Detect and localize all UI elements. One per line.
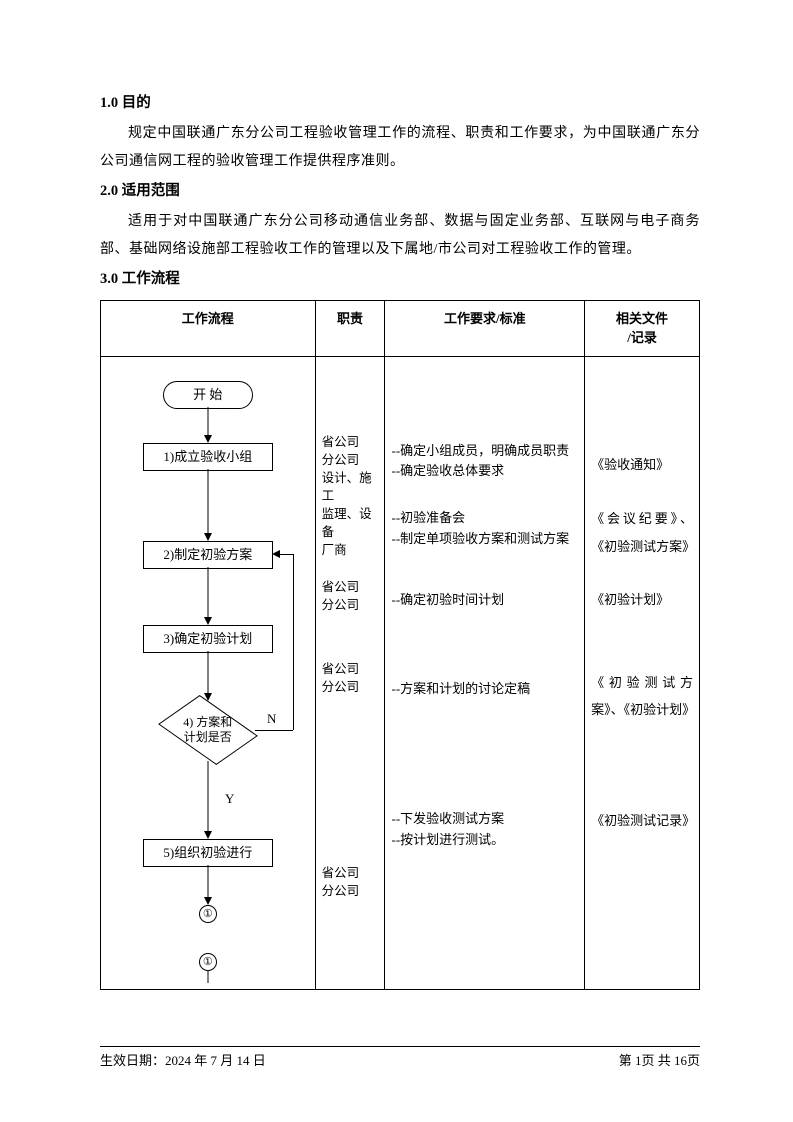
flow-line — [255, 730, 293, 731]
flow-connector-1: ① — [199, 905, 217, 923]
duty-1: 省公司 分公司 设计、施工 监理、设备 厂商 — [322, 433, 379, 560]
flow-label-y: Y — [225, 789, 234, 810]
flow-label-n: N — [267, 709, 276, 730]
section-2-title: 2.0 适用范围 — [100, 176, 700, 208]
section-1-body: 规定中国联通广东分公司工程验收管理工作的流程、职责和工作要求，为中国联通广东分公… — [100, 120, 700, 176]
flow-line — [207, 567, 208, 619]
footer-rule — [100, 1046, 700, 1047]
req-3: --确定初验时间计划 — [391, 590, 578, 611]
flow-node-1: 1)成立验收小组 — [143, 443, 273, 472]
req-5a: --下发验收测试方案 — [391, 809, 578, 830]
flow-line — [207, 651, 208, 695]
req-1a: --确定小组成员，明确成员职责 — [391, 441, 578, 462]
req-5b: --按计划进行测试。 — [391, 830, 578, 851]
arrow-down-icon — [204, 831, 212, 839]
doc-4: 《初验测试方案》、《初验计划》 — [591, 669, 693, 724]
table-body-row: 开 始 1)成立验收小组 2)制定初验方案 3)确定初验计划 — [101, 356, 700, 989]
req-2b: --制定单项验收方案和测试方案 — [391, 529, 578, 550]
flow-node-5: 5)组织初验进行 — [143, 839, 273, 868]
flow-line — [207, 971, 208, 983]
section-1-title: 1.0 目的 — [100, 88, 700, 120]
flow-line — [207, 469, 208, 535]
th-duty: 职责 — [315, 300, 385, 356]
doc-3: 《初验计划》 — [591, 590, 693, 611]
page-footer: 生效日期：2024 年 7 月 14 日 第 1页 共 16页 — [100, 1050, 700, 1069]
flow-line — [207, 865, 208, 899]
flow-line — [207, 407, 208, 437]
flowchart: 开 始 1)成立验收小组 2)制定初验方案 3)确定初验计划 — [107, 363, 309, 983]
th-req: 工作要求/标准 — [385, 300, 585, 356]
section-2-body: 适用于对中国联通广东分公司移动通信业务部、数据与固定业务部、互联网与电子商务部、… — [100, 208, 700, 264]
th-flow: 工作流程 — [101, 300, 316, 356]
duty-2: 省公司 分公司 — [322, 578, 379, 614]
req-1b: --确定验收总体要求 — [391, 461, 578, 482]
flow-start: 开 始 — [163, 381, 253, 410]
duty-5: 省公司 分公司 — [322, 864, 379, 900]
req-2a: --初验准备会 — [391, 508, 578, 529]
flow-node-3: 3)确定初验计划 — [143, 625, 273, 654]
arrow-down-icon — [204, 897, 212, 905]
th-doc: 相关文件 /记录 — [585, 300, 700, 356]
arrow-down-icon — [204, 617, 212, 625]
flow-decision-label: 4) 方案和 计划是否 — [163, 699, 253, 761]
flow-node-2: 2)制定初验方案 — [143, 541, 273, 570]
flow-decision: 4) 方案和 计划是否 — [163, 699, 253, 761]
footer-page: 第 1页 共 16页 — [619, 1050, 700, 1069]
duty-3: 省公司 分公司 — [322, 660, 379, 696]
cell-flowchart: 开 始 1)成立验收小组 2)制定初验方案 3)确定初验计划 — [101, 356, 316, 989]
doc-2: 《会议纪要》、《初验测试方案》 — [591, 505, 693, 560]
flow-line — [293, 554, 294, 730]
doc-5: 《初验测试记录》 — [591, 807, 693, 834]
arrow-left-icon — [272, 550, 280, 558]
section-3-title: 3.0 工作流程 — [100, 264, 700, 296]
doc-1: 《验收通知》 — [591, 455, 693, 476]
flow-line — [279, 554, 293, 555]
workflow-table: 工作流程 职责 工作要求/标准 相关文件 /记录 开 始 1)成立验收小组 2)… — [100, 300, 700, 990]
table-header-row: 工作流程 职责 工作要求/标准 相关文件 /记录 — [101, 300, 700, 356]
arrow-down-icon — [204, 435, 212, 443]
cell-doc: 《验收通知》 《会议纪要》、《初验测试方案》 《初验计划》 《初验测试方案》、《… — [585, 356, 700, 989]
cell-duty: 省公司 分公司 设计、施工 监理、设备 厂商 省公司 分公司 省公司 分公司 省… — [315, 356, 385, 989]
flow-line — [207, 761, 208, 833]
req-4: --方案和计划的讨论定稿 — [391, 679, 578, 700]
flow-connector-2: ① — [199, 953, 217, 971]
cell-req: --确定小组成员，明确成员职责 --确定验收总体要求 --初验准备会 --制定单… — [385, 356, 585, 989]
footer-date: 生效日期：2024 年 7 月 14 日 — [100, 1050, 266, 1069]
arrow-down-icon — [204, 533, 212, 541]
